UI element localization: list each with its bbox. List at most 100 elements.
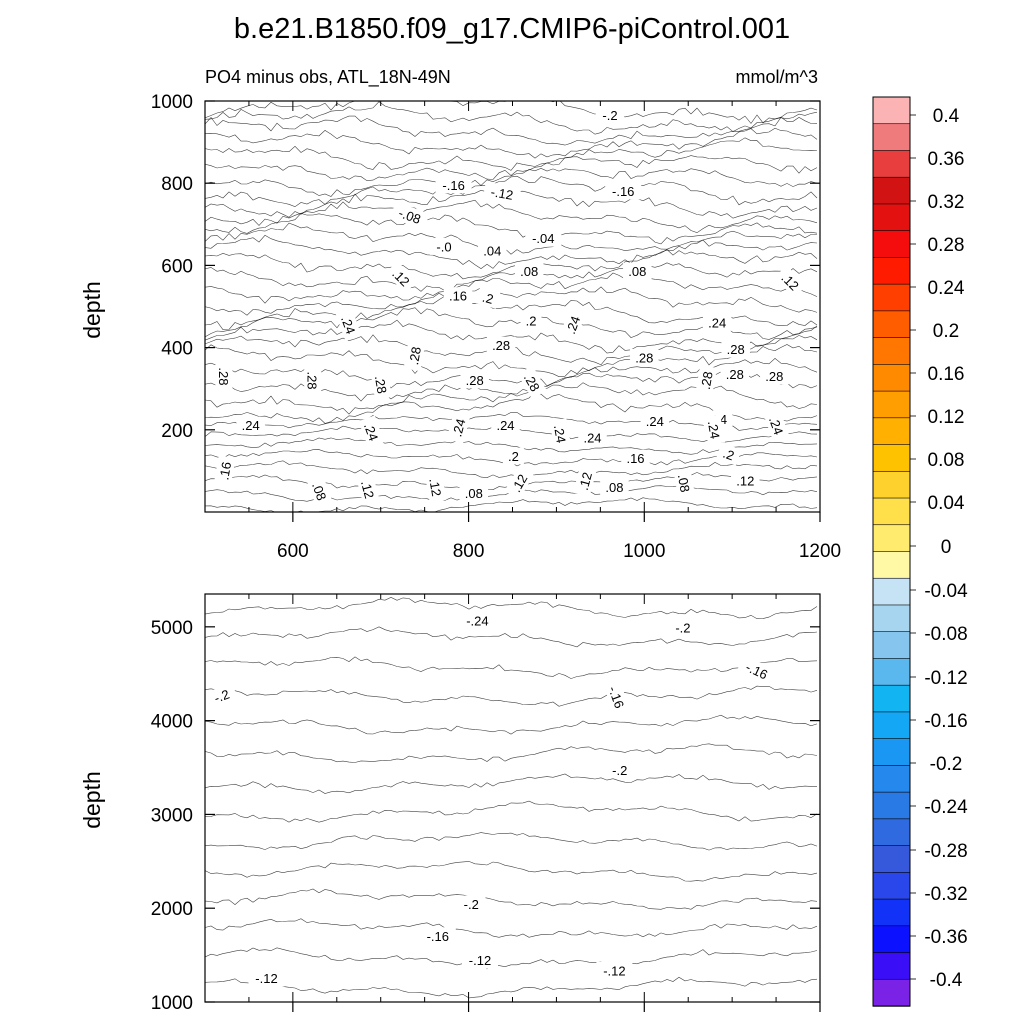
top-contour-line [205,272,818,304]
contour-label-text: .28 [406,346,424,366]
contour-label-text: -.24 [466,614,488,629]
top-contour-line [205,127,818,159]
contour-label: .08 [673,467,696,499]
top-contour-line [205,137,818,171]
x-tick-label: 1200 [799,541,841,562]
bot-contour-line [205,685,818,707]
contour-label-text: -.2 [675,620,690,635]
bot-contour-line [205,888,818,910]
colorbar-label: -0.32 [924,884,967,905]
contour-label: .12 [424,471,447,503]
contour-label-text: .12 [736,474,754,489]
contour-label-text: .28 [305,371,320,389]
contour-label-bg [595,106,625,124]
colorbar-swatch [872,337,911,366]
contour-label: .24 [236,416,265,434]
contour-label-text: .08 [675,473,693,493]
contour-label: .08 [623,262,652,280]
top-contour-line [205,199,818,234]
contour-label-text: .2 [721,446,736,464]
contour-label: .24 [549,418,572,450]
contour-label: -.2 [456,895,486,913]
contour-label-text: -.12 [603,964,625,979]
contour-label-text: -.08 [397,205,423,227]
contour-label-bg [605,182,642,200]
contour-label-text: .12 [358,479,377,500]
colorbar-swatch [872,551,911,579]
contour-label: .12 [385,261,418,294]
contour-label: -.16 [435,176,472,194]
y-tick-label: 1000 [151,993,193,1014]
colorbar-swatch [872,684,911,713]
contour-label: -.16 [737,655,777,686]
contour-label: .16 [213,455,236,487]
contour-label-bg [446,411,471,444]
subtitle-variable: PO4 minus obs, ATL_18N-49N [205,67,451,88]
contour-label-text: -.16 [605,684,627,710]
contour-label-bg [514,262,544,280]
contour-label: .28 [304,366,322,395]
top-contour-line [205,497,818,512]
upper-panel: .16.08.12.12.08.12.12.08.08.12.2.16.2.24… [79,92,841,562]
top-contour-line [205,234,818,269]
contour-label-bg [760,367,789,385]
colorbar-swatch [872,818,911,847]
contour-label-bg [525,229,562,247]
upper-panel-ylabel: depth [79,281,105,339]
colorbar-swatch [872,925,911,954]
y-tick-label: 5000 [151,618,193,639]
colorbar-label: -0.24 [924,797,968,818]
top-contour-line [205,101,818,124]
contour-label: .16 [443,287,473,305]
contour-label-bg [695,364,718,396]
contour-label: .28 [403,340,426,372]
subtitle-units: mmol/m^3 [736,67,818,87]
contour-label-bg [774,265,807,298]
bot-contour-line [205,626,818,648]
lower-panel-ylabel: depth [79,771,105,829]
colorbar-swatch [872,364,911,392]
contour-label-bg [390,201,430,230]
contour-label: .24 [703,414,726,446]
contour-label-text: .28 [726,367,744,382]
upper-panel-axes: 200 400 600 800 1000 600 800 1000 1200 [151,92,841,562]
contour-label-bg [419,927,456,945]
bot-contour-line [205,800,818,823]
figure-title: b.e21.B1850.f09_g17.CMIP6-piControl.001 [234,13,790,45]
contour-label: .24 [358,415,385,449]
contour-label-bg [602,677,631,717]
contour-label-text: .24 [242,418,260,433]
lower-panel-contour-labels: -.12 -.12 -.12 -.16 -.2 -.2 -.2 -.16 -.16 -.2 -.24 [205,612,777,987]
top-contour-line [205,460,818,479]
contour-label-bg [621,449,650,467]
top-contour-line [205,101,818,135]
contour-label-text: -.16 [442,178,464,193]
contour-label-bg [668,618,698,636]
contour-label-bg [460,371,489,389]
contour-label-bg [573,465,597,498]
contour-label: -.16 [605,182,642,200]
colorbar-swatch [872,283,911,312]
contour-label-bg [459,612,496,630]
contour-label-text: .24 [646,414,664,429]
colorbar-label: 0.04 [928,493,965,514]
contour-label-bg [520,311,542,329]
contour-label-bg [640,412,670,430]
colorbar-label: 0.08 [928,450,965,471]
colorbar-swatch [872,96,911,125]
contour-label-bg [600,478,629,496]
colorbar-swatch [872,203,911,232]
contour-label: .24 [335,308,362,342]
bot-contour-line [205,743,818,763]
contour-label-text: -.0 [436,239,451,254]
contour-label-text: .24 [708,315,726,330]
contour-label: -.08 [390,201,430,230]
bot-contour-line [205,832,818,851]
colorbar-swatch [872,257,911,285]
contour-label: -.2 [668,618,698,636]
top-contour-line [205,155,818,182]
contour-label: .28 [460,371,489,389]
contour-label-bg [630,348,659,366]
top-contour-line [205,262,818,292]
contour-label-text: .28 [765,369,783,384]
